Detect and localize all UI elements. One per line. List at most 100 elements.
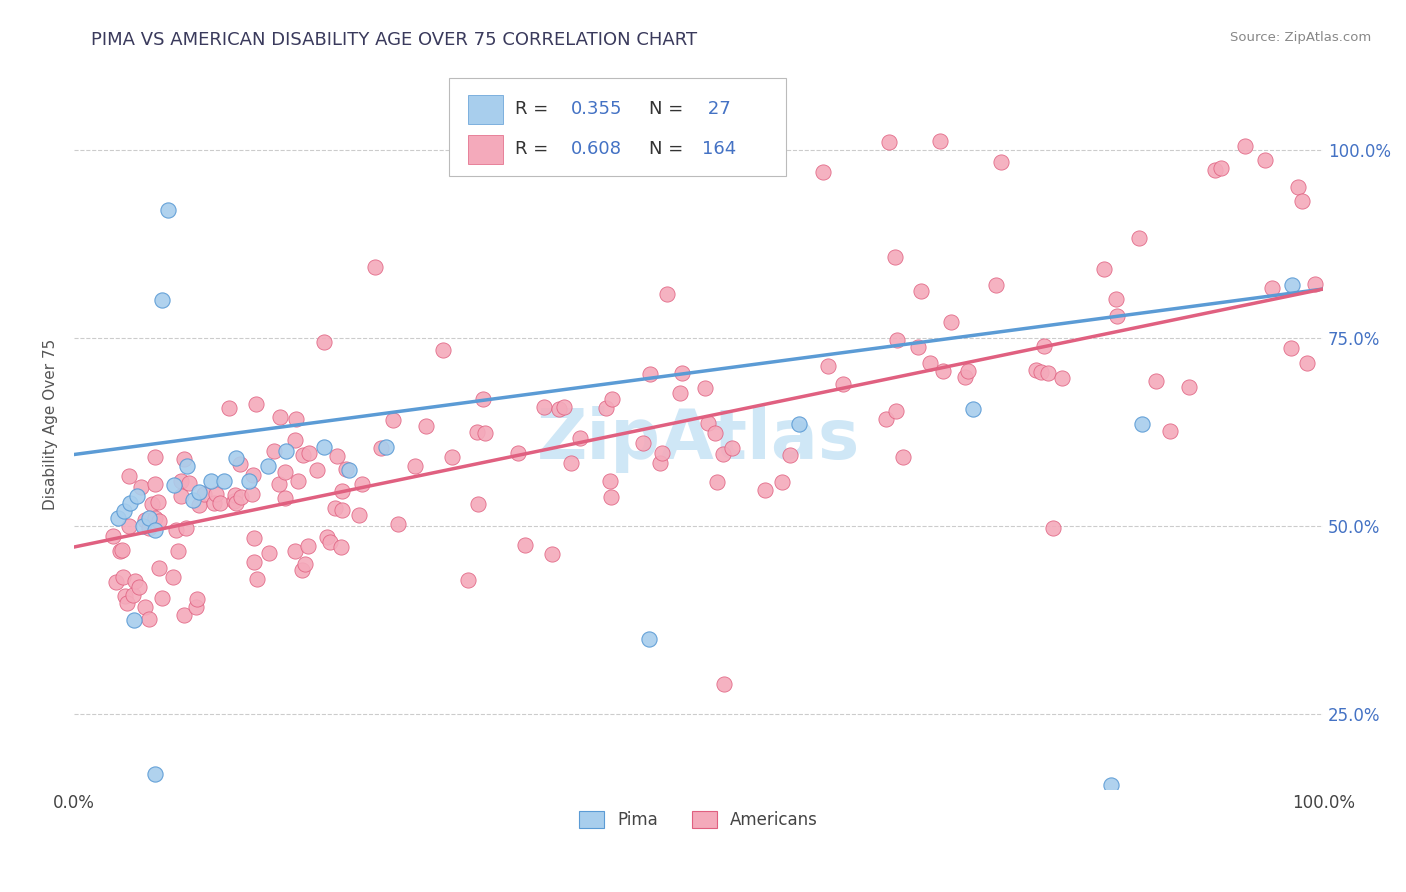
Point: [107, 511, 129, 525]
Point: [326, 449, 349, 463]
Point: [284, 434, 307, 448]
Point: [595, 401, 617, 416]
Point: [1099, 779, 1122, 793]
Point: [173, 452, 195, 467]
Point: [170, 474, 193, 488]
Point: [939, 315, 962, 329]
Point: [467, 497, 489, 511]
Point: [298, 445, 321, 459]
Point: [990, 154, 1012, 169]
Point: [877, 135, 900, 149]
Point: [186, 600, 208, 615]
Point: [329, 540, 352, 554]
FancyBboxPatch shape: [449, 78, 786, 177]
Point: [984, 278, 1007, 293]
Point: [671, 367, 693, 381]
Point: [200, 474, 222, 488]
Point: [600, 490, 623, 504]
Point: [193, 486, 215, 500]
Point: [287, 475, 309, 489]
Point: [202, 496, 225, 510]
Point: [222, 494, 245, 508]
Point: [1105, 292, 1128, 306]
Point: [779, 448, 801, 462]
Text: R =: R =: [515, 100, 554, 119]
Point: [1042, 521, 1064, 535]
Point: [294, 557, 316, 571]
Point: [165, 523, 187, 537]
Point: [129, 480, 152, 494]
Point: [118, 519, 141, 533]
Point: [242, 532, 264, 546]
Point: [1107, 309, 1129, 323]
Point: [148, 561, 170, 575]
Point: [883, 250, 905, 264]
Point: [114, 590, 136, 604]
Point: [955, 370, 977, 384]
Point: [569, 431, 592, 445]
Text: PIMA VS AMERICAN DISABILITY AGE OVER 75 CORRELATION CHART: PIMA VS AMERICAN DISABILITY AGE OVER 75 …: [91, 31, 697, 49]
Point: [269, 477, 291, 491]
Text: N =: N =: [648, 100, 689, 119]
Point: [560, 456, 582, 470]
Point: [256, 458, 278, 473]
Point: [111, 542, 134, 557]
Point: [1159, 424, 1181, 438]
Point: [291, 563, 314, 577]
Point: [115, 596, 138, 610]
Point: [162, 570, 184, 584]
Point: [330, 503, 353, 517]
Point: [1279, 341, 1302, 355]
Point: [770, 475, 793, 489]
Point: [415, 418, 437, 433]
Point: [118, 469, 141, 483]
Point: [1029, 365, 1052, 379]
Point: [884, 404, 907, 418]
Point: [651, 446, 673, 460]
Point: [138, 511, 160, 525]
Point: [105, 575, 128, 590]
Point: [932, 364, 955, 378]
Text: R =: R =: [515, 140, 554, 159]
Point: [146, 495, 169, 509]
Point: [387, 516, 409, 531]
Point: [274, 491, 297, 505]
Point: [134, 599, 156, 614]
Point: [1260, 281, 1282, 295]
Point: [875, 412, 897, 426]
Point: [364, 260, 387, 275]
Point: [128, 580, 150, 594]
Point: [242, 467, 264, 482]
Point: [212, 474, 235, 488]
Point: [141, 497, 163, 511]
Text: 27: 27: [703, 100, 731, 119]
Point: [108, 544, 131, 558]
Point: [225, 451, 247, 466]
Point: [143, 450, 166, 464]
Point: [319, 535, 342, 549]
Point: [150, 293, 173, 308]
Point: [112, 504, 135, 518]
Point: [907, 340, 929, 354]
Point: [246, 572, 269, 586]
Point: [307, 463, 329, 477]
Point: [276, 443, 298, 458]
Text: N =: N =: [648, 140, 689, 159]
Point: [349, 508, 371, 522]
Text: ZipAtlas: ZipAtlas: [537, 406, 860, 473]
Point: [713, 677, 735, 691]
Text: Source: ZipAtlas.com: Source: ZipAtlas.com: [1230, 31, 1371, 45]
Point: [962, 402, 984, 417]
Point: [134, 513, 156, 527]
Point: [143, 767, 166, 781]
Point: [638, 368, 661, 382]
Point: [1209, 161, 1232, 175]
Point: [101, 529, 124, 543]
Point: [1025, 363, 1047, 377]
Point: [703, 425, 725, 440]
Point: [240, 486, 263, 500]
Point: [553, 400, 575, 414]
Point: [506, 446, 529, 460]
Point: [1303, 277, 1326, 292]
Point: [111, 570, 134, 584]
